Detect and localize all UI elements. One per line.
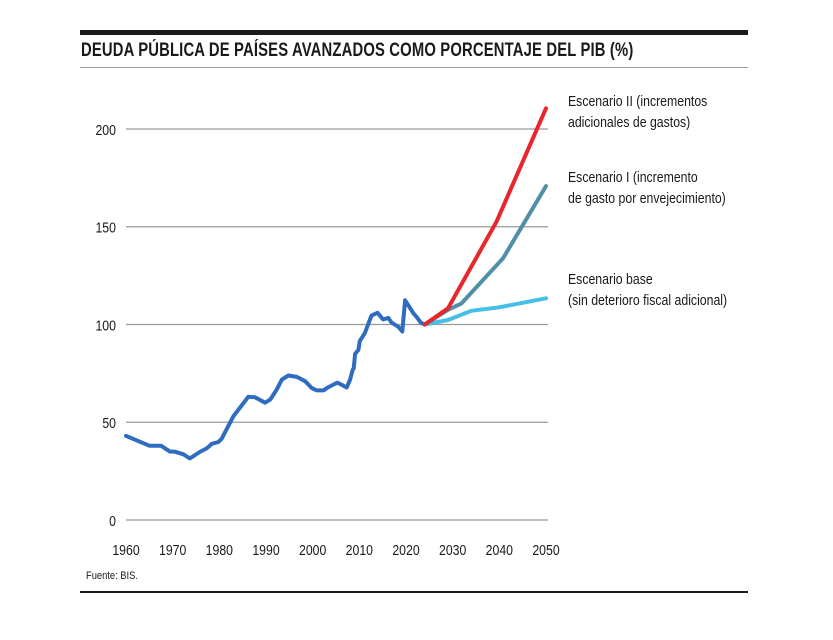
x-tick-label: 2050 [532,542,560,558]
source-note: Fuente: BIS. [86,570,138,582]
bottom-rule [80,591,748,593]
x-tick-label: 2040 [486,542,514,558]
y-tick-label: 200 [95,122,116,138]
annotation-scenario2: adicionales de gastos) [568,114,690,130]
x-tick-label: 1960 [112,542,140,558]
series-line-scenario2 [422,106,548,327]
y-tick-label: 100 [95,317,116,333]
chart-title: DEUDA PÚBLICA DE PAÍSES AVANZADOS COMO P… [81,40,634,61]
annotation-scenario1: de gasto por envejecimiento) [568,190,726,206]
x-tick-label: 1970 [159,542,187,558]
series-line-historical [124,298,427,461]
top-bar [80,30,748,35]
x-tick-label: 1990 [252,542,280,558]
y-tick-label: 0 [109,513,116,529]
x-tick-label: 2020 [392,542,420,558]
y-tick-label: 50 [102,415,116,431]
annotation-base: Escenario base [568,271,653,287]
x-tick-label: 1980 [206,542,234,558]
annotation-scenario1: Escenario I (incremento [568,169,698,185]
x-tick-label: 2010 [346,542,374,558]
y-tick-label: 150 [95,220,116,236]
annotation-scenario2: Escenario II (incrementos [568,93,707,109]
annotation-base: (sin deterioro fiscal adicional) [568,292,727,308]
x-tick-label: 2000 [299,542,327,558]
series-line-base [422,296,548,327]
x-tick-label: 2030 [439,542,467,558]
title-divider [80,67,748,68]
